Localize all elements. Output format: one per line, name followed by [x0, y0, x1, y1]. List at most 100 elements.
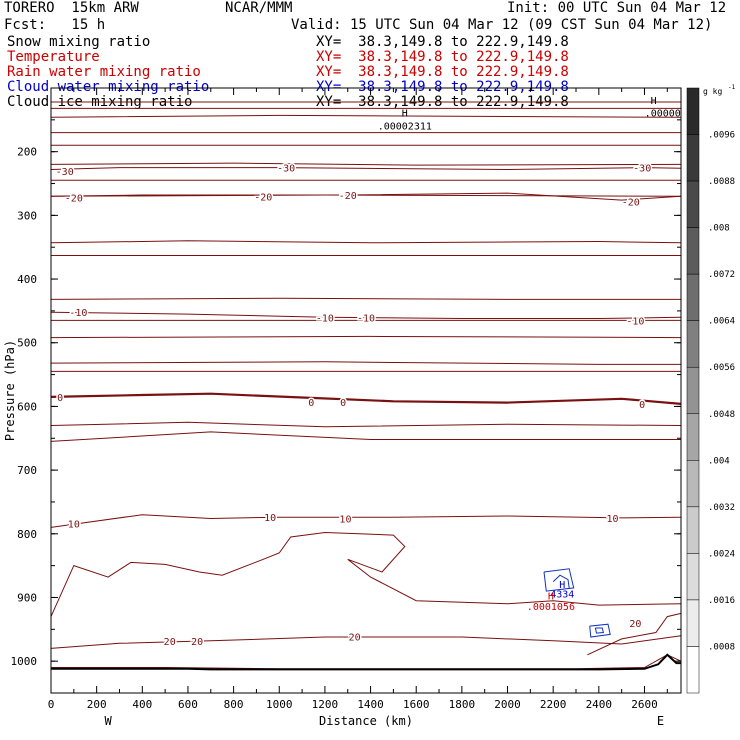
init-time: Init: 00 UTC Sun 04 Mar 12: [507, 0, 727, 16]
annotation-label: .0001056: [527, 602, 575, 613]
annotation-label: H: [651, 96, 657, 107]
annotation-label: 4334: [550, 589, 574, 600]
contour-label: 20: [629, 619, 641, 630]
x-endpoint-west: W: [104, 714, 112, 728]
forecast-hour: Fcst: 15 h: [4, 17, 106, 33]
contour-label: -30: [277, 164, 295, 175]
contour-line: [50, 421, 682, 428]
colorbar-swatch: [686, 180, 700, 228]
contour-line: [50, 361, 681, 365]
x-tick-label: 2200: [540, 698, 567, 711]
legend-label-snow: Snow mixing ratio: [7, 34, 151, 50]
colorbar-level-label: .0016: [708, 596, 735, 606]
colorbar-swatch: [686, 366, 700, 415]
contour-label: 0: [57, 393, 63, 404]
colorbar-swatch: [686, 599, 700, 647]
colorbar-level-label: .008: [708, 224, 730, 234]
annotation-label: H: [548, 591, 554, 602]
colorbar-level-label: .0088: [708, 177, 735, 187]
legend-xy-cloud-water: XY= 38.3,149.8 to 222.9,149.8: [316, 79, 569, 95]
colorbar-swatch: [686, 553, 700, 601]
annotation-label: H: [402, 109, 408, 120]
contour-label: 0: [340, 398, 346, 409]
x-tick-label: 800: [224, 698, 244, 711]
model-name: TORERO 15km ARW: [4, 0, 139, 16]
colorbar-unit: g kg: [703, 87, 722, 96]
colorbar-level-label: .0008: [708, 642, 735, 652]
contour-line: [50, 162, 682, 166]
contour-label: 20: [349, 632, 361, 643]
colorbar-swatch: [686, 320, 700, 368]
contour-line: [50, 114, 682, 118]
x-axis-label: Distance (km): [319, 714, 413, 728]
contour-wavy: [50, 531, 682, 617]
x-tick-label: 200: [87, 698, 107, 711]
contour-0: [50, 392, 682, 405]
colorbar-swatch: [686, 273, 700, 321]
y-tick-label: 500: [17, 337, 37, 350]
colorbar-swatch: [686, 413, 700, 461]
colorbar-level-label: .004: [708, 456, 730, 466]
cloud-water-contour-inner: [552, 574, 570, 588]
y-tick-label: 1000: [11, 655, 38, 668]
surface-terrain: [51, 653, 681, 671]
x-tick-label: 1400: [357, 698, 384, 711]
contour-line: [50, 335, 682, 339]
contour-label: -20: [622, 197, 640, 208]
cloud-water-cell-inner: [594, 627, 605, 634]
x-tick-label: 2000: [494, 698, 521, 711]
hydrometeor-features: [543, 568, 611, 638]
contour-10: [50, 514, 682, 528]
contour-label: 20: [164, 637, 176, 648]
y-axis-label: Pressure (hPa): [3, 340, 17, 441]
contour--30: [50, 167, 682, 171]
contour-label: -20: [254, 192, 272, 203]
contour-label: -20: [339, 191, 357, 202]
annotation-label: .00002311: [378, 121, 432, 132]
y-tick-label: 700: [17, 464, 37, 477]
contour-label: -10: [357, 313, 375, 324]
colorbar-level-label: .0024: [708, 549, 735, 559]
x-tick-label: 0: [48, 698, 55, 711]
contour-label: -10: [316, 313, 334, 324]
colorbar-level-label: .0072: [708, 270, 735, 280]
x-tick-label: 2400: [586, 698, 613, 711]
legend-label-cloud-water: Cloud water mixing ratio: [7, 79, 210, 95]
contour-label: 0: [639, 400, 645, 411]
colorbar-swatch: [686, 134, 700, 182]
colorbar-swatch: [686, 646, 700, 694]
legend-xy-temperature: XY= 38.3,149.8 to 222.9,149.8: [316, 49, 569, 65]
contour-label: 10: [606, 514, 618, 525]
organization: NCAR/MMM: [225, 0, 293, 16]
annotation-label: .00000: [645, 109, 681, 120]
colorbar-level-label: .0064: [708, 317, 735, 327]
contour-label: -30: [633, 164, 651, 175]
colorbar-level-label: .0048: [708, 410, 735, 420]
contour-label: 20: [191, 637, 203, 648]
contour-label: 0: [308, 398, 314, 409]
contour-label: -10: [69, 308, 87, 319]
x-tick-label: 400: [132, 698, 152, 711]
contour-label: -10: [626, 316, 644, 327]
contour--10: [50, 311, 682, 319]
legend-xy-snow: XY= 38.3,149.8 to 222.9,149.8: [316, 34, 569, 50]
contour-line: [50, 240, 682, 244]
x-tick-label: 1800: [449, 698, 476, 711]
valid-time: Valid: 15 UTC Sun 04 Mar 12 (09 CST Sun …: [291, 17, 713, 33]
x-tick-label: 600: [178, 698, 198, 711]
colorbar-swatch: [686, 227, 700, 275]
colorbar-swatch: [686, 506, 700, 554]
contour-label: 10: [264, 513, 276, 524]
y-tick-label: 400: [17, 273, 37, 286]
contour-surface-upper: [51, 654, 682, 670]
contour-label: -30: [56, 167, 74, 178]
y-tick-label: 300: [17, 209, 37, 222]
contour-20-east: [587, 612, 682, 656]
colorbar-swatch: [686, 460, 700, 508]
colorbar-level-label: .0096: [708, 131, 735, 141]
x-tick-label: 1600: [403, 698, 430, 711]
x-tick-label: 2600: [631, 698, 658, 711]
contour-line: [50, 297, 681, 300]
y-tick-label: 200: [17, 146, 37, 159]
